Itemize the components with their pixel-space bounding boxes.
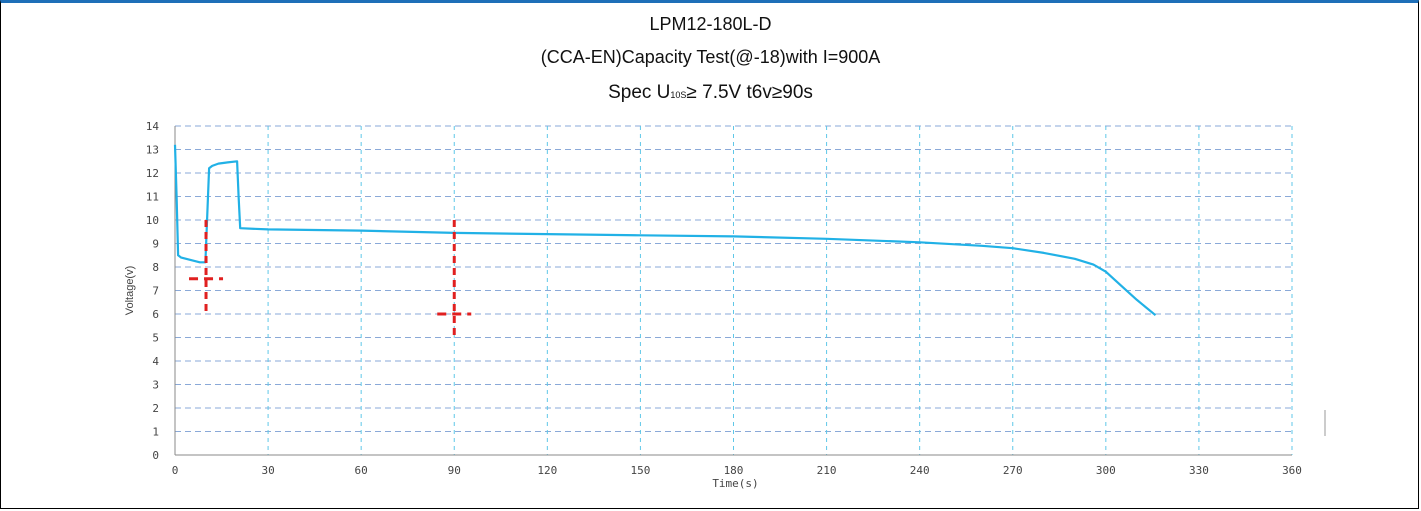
x-tick-label: 210 <box>817 464 837 477</box>
y-tick-label: 8 <box>152 261 159 274</box>
x-tick-label: 240 <box>910 464 930 477</box>
y-tick-label: 4 <box>152 355 159 368</box>
axes <box>174 126 1292 456</box>
spec-subscript: 10S <box>670 90 687 100</box>
spec-prefix: Spec U <box>608 82 671 103</box>
y-tick-label: 0 <box>152 449 159 462</box>
y-tick-label: 7 <box>152 285 159 298</box>
x-tick-label: 30 <box>261 464 274 477</box>
y-tick-label: 5 <box>152 332 159 345</box>
y-axis-title: Voltage(v) <box>124 266 136 316</box>
spec-line: Spec U10S≥ 7.5V t6v≥90s <box>0 82 1421 104</box>
y-tick-label: 1 <box>152 426 159 439</box>
y-tick-label: 12 <box>146 167 159 180</box>
x-tick-label: 360 <box>1282 464 1302 477</box>
x-axis-title: Time(s) <box>712 477 758 490</box>
x-tick-label: 0 <box>172 464 179 477</box>
x-tick-label: 300 <box>1096 464 1116 477</box>
y-tick-label: 9 <box>152 238 159 251</box>
x-tick-label: 60 <box>355 464 368 477</box>
y-tick-label: 6 <box>152 308 159 321</box>
x-tick-label: 270 <box>1003 464 1023 477</box>
y-tick-label: 2 <box>152 402 159 415</box>
y-tick-label: 3 <box>152 379 159 392</box>
x-tick-label: 180 <box>724 464 744 477</box>
spec-suffix: ≥ 7.5V t6v≥90s <box>686 82 813 103</box>
x-tick-label: 90 <box>448 464 461 477</box>
voltage-series-line <box>173 144 1157 317</box>
y-tick-label: 14 <box>146 120 160 133</box>
y-tick-label: 13 <box>146 144 159 157</box>
y-tick-label: 10 <box>146 214 159 227</box>
y-tick-label: 11 <box>146 191 159 204</box>
x-tick-label: 120 <box>537 464 557 477</box>
grid-lines <box>175 125 1293 455</box>
x-tick-label: 330 <box>1189 464 1209 477</box>
chart-title: LPM12-180L-D <box>649 14 772 34</box>
x-tick-label: 150 <box>630 464 650 477</box>
markers-group <box>189 220 472 338</box>
series-group <box>173 144 1157 317</box>
chart-subtitle: (CCA-EN)Capacity Test(@-18)with I=900A <box>540 47 881 67</box>
